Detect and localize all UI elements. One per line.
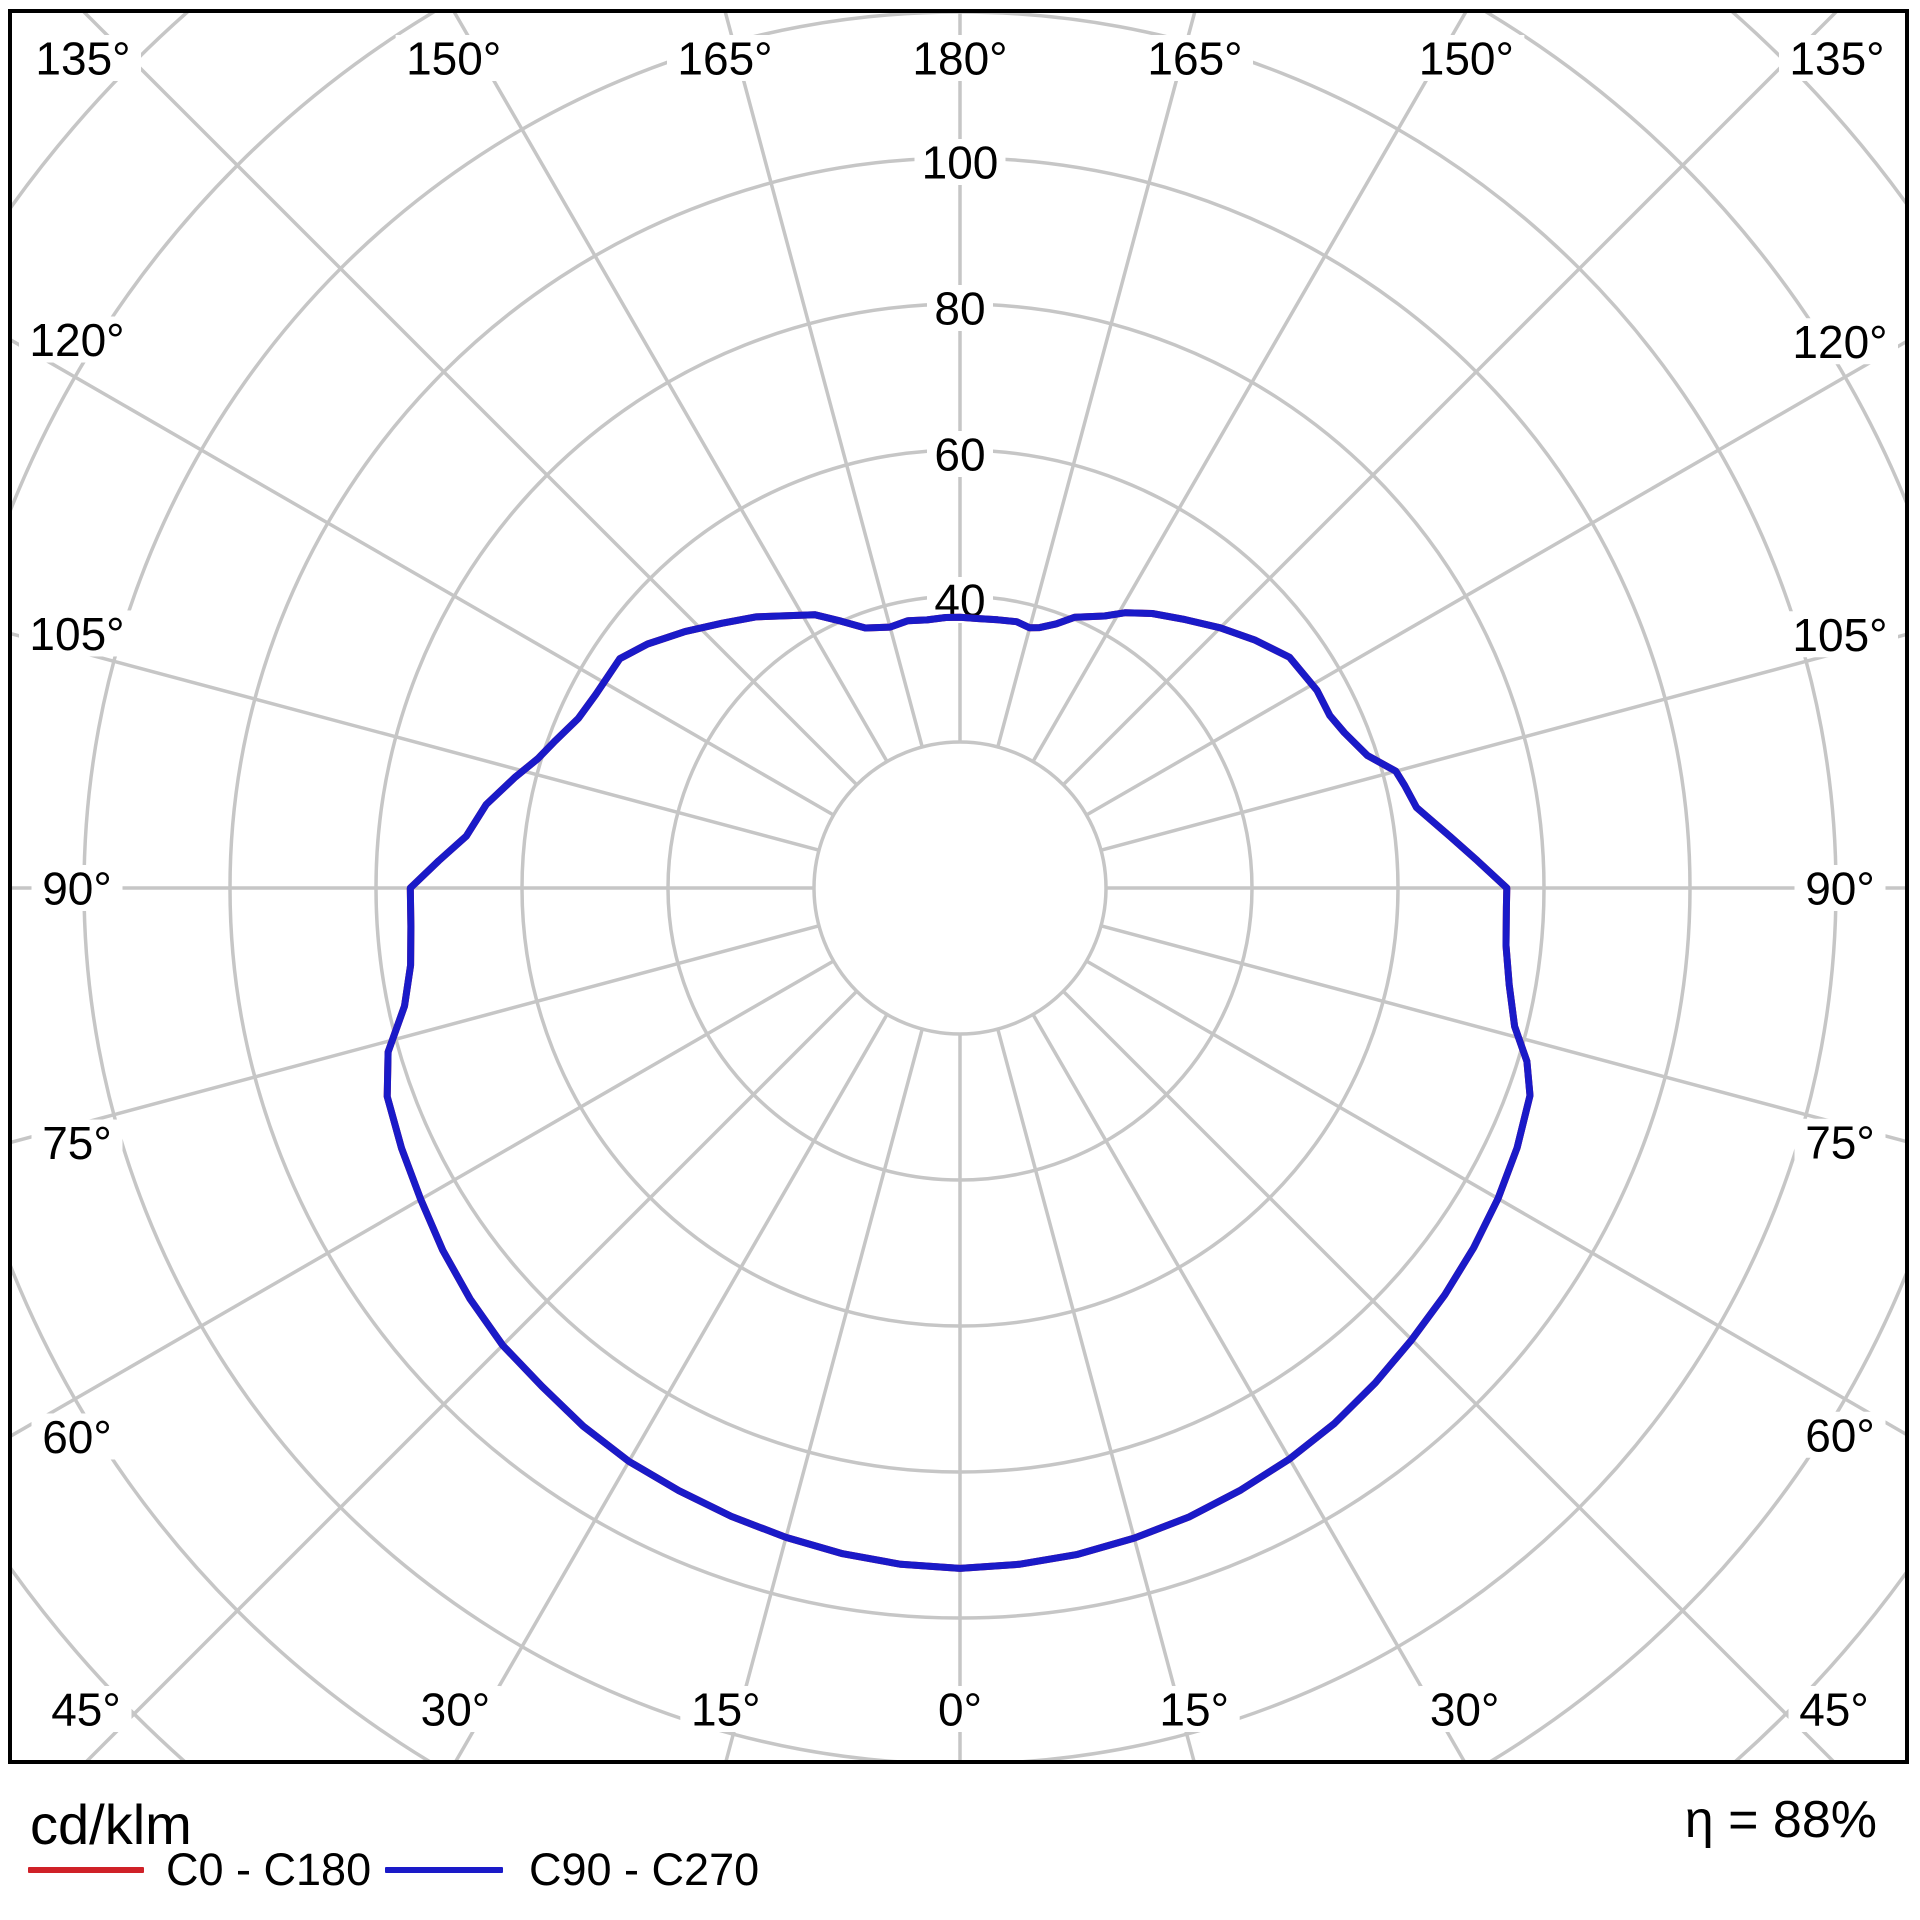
angle-tick-label: 90°: [42, 863, 112, 915]
angle-tick-label: 150°: [1419, 33, 1514, 85]
angle-tick-label-bg: [680, 1686, 772, 1732]
angle-tick-label-bg: [902, 35, 1018, 81]
angle-tick-label-bg: [31, 865, 123, 911]
radial-tick-label: 80: [934, 283, 985, 335]
angle-tick-label-bg: [1419, 1686, 1511, 1732]
chart-legend: C0 - C180 C90 - C270: [0, 1842, 1920, 1898]
grid-ray: [996, 13, 1197, 748]
radial-tick-label-bg: [927, 431, 993, 477]
radial-tick-label: 60: [934, 429, 985, 481]
grid-ray: [1085, 959, 1905, 1436]
angle-tick-label: 90°: [1805, 863, 1875, 915]
grid-ray: [723, 13, 924, 748]
angle-tick-label-bg: [927, 1686, 993, 1732]
angle-tick-label: 45°: [1799, 1684, 1869, 1736]
legend-item-c0-c180: C0 - C180: [28, 1842, 371, 1898]
grid-ray: [996, 1028, 1196, 1760]
grid-ray: [724, 1028, 924, 1760]
grid-ray: [12, 338, 835, 817]
angle-tick-label-bg: [1148, 1686, 1240, 1732]
angle-tick-label: 60°: [1805, 1409, 1875, 1461]
angle-tick-label-bg: [667, 35, 784, 81]
grid-ray: [452, 13, 889, 763]
grid-ray: [12, 632, 820, 852]
angle-tick-label-bg: [1779, 35, 1895, 81]
angle-tick-label-bg: [1788, 1686, 1880, 1732]
angle-tick-label: 135°: [1789, 33, 1884, 85]
chart-frame: [8, 9, 1909, 1764]
angle-tick-label-bg: [1136, 35, 1253, 81]
angle-tick-label-bg: [1782, 611, 1898, 658]
angle-tick-label: 0°: [938, 1684, 982, 1736]
angle-tick-label: 15°: [691, 1684, 761, 1736]
angle-tick-label-bg: [409, 1686, 501, 1732]
angle-tick-label: 105°: [1792, 609, 1887, 661]
grid-ray: [85, 990, 858, 1760]
grid-ray: [1062, 990, 1835, 1760]
angle-tick-label-bg: [1794, 1118, 1886, 1165]
efficiency-badge: η = 88%: [1684, 1791, 1877, 1849]
angle-tick-label-bg: [1408, 35, 1525, 81]
units-label: cd/klm: [30, 1793, 192, 1856]
angle-tick-label: 30°: [421, 1684, 491, 1736]
radial-tick-label: 100: [922, 137, 999, 189]
legend-swatch-c0-c180-icon: [28, 1867, 144, 1873]
angle-tick-label: 75°: [42, 1117, 112, 1169]
grid-ray: [1031, 13, 1468, 763]
angle-tick-label: 45°: [51, 1684, 121, 1736]
angle-tick-label-bg: [40, 1686, 132, 1732]
angle-tick-label: 165°: [1147, 33, 1242, 85]
angle-tick-label-bg: [31, 1413, 123, 1460]
radial-tick-label-bg: [927, 285, 993, 331]
angle-tick-label-bg: [1782, 318, 1898, 365]
grid-ray: [12, 959, 835, 1438]
legend-swatch-c90-c270-icon: [385, 1867, 503, 1873]
angle-tick-label-bg: [1794, 1411, 1886, 1458]
angle-tick-label-bg: [25, 35, 141, 81]
angle-tick-label: 120°: [29, 314, 124, 366]
grid-ray: [1085, 340, 1905, 817]
curve-c90-c270: [383, 609, 1534, 1572]
angle-tick-label: 150°: [406, 33, 501, 85]
grid-ray: [1062, 13, 1838, 786]
angle-tick-label-bg: [19, 610, 135, 657]
angle-tick-label: 165°: [677, 33, 772, 85]
angle-tick-label: 30°: [1430, 1684, 1500, 1736]
angle-tick-label-bg: [395, 35, 512, 81]
angle-tick-label: 135°: [35, 33, 130, 85]
grid-ray: [82, 13, 858, 786]
angle-tick-label: 75°: [1805, 1116, 1875, 1168]
angle-tick-label-bg: [31, 1119, 123, 1166]
angle-tick-label: 120°: [1792, 316, 1887, 368]
radial-tick-label-bg: [914, 139, 1006, 185]
angle-tick-label-bg: [19, 316, 135, 363]
grid-ray: [1100, 924, 1905, 1144]
legend-item-c90-c270: C90 - C270: [385, 1842, 759, 1898]
grid-circle: [812, 740, 1108, 1036]
legend-label-c90-c270: C90 - C270: [529, 1844, 760, 1895]
grid-ray: [454, 1013, 889, 1760]
angle-tick-label: 60°: [42, 1411, 112, 1463]
angle-tick-label: 105°: [29, 608, 124, 660]
angle-tick-label: 180°: [912, 33, 1007, 85]
grid-ray: [12, 924, 820, 1144]
angle-tick-label-bg: [1794, 865, 1886, 911]
angle-tick-label: 15°: [1159, 1684, 1229, 1736]
grid-ray: [1100, 632, 1905, 852]
legend-label-c0-c180: C0 - C180: [166, 1844, 372, 1895]
grid-ray: [1031, 1013, 1466, 1760]
